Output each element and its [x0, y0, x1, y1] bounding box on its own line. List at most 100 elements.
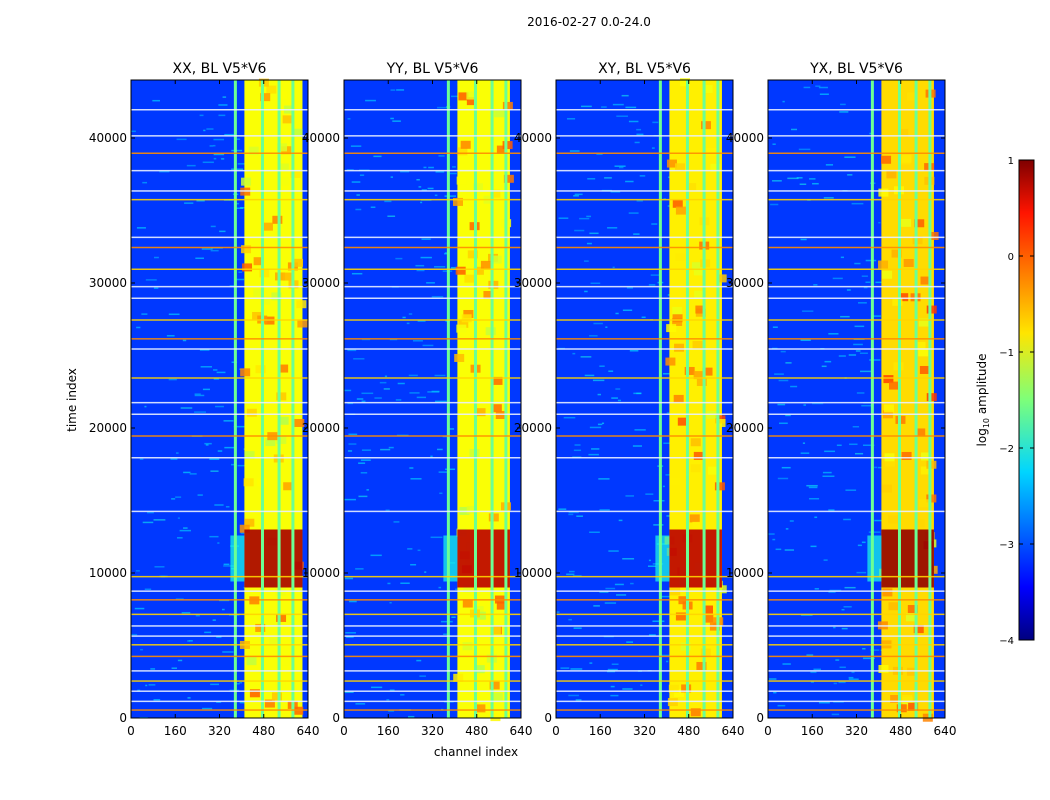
heatmap-blotch [278, 416, 289, 425]
x-tick-label: 320 [421, 724, 444, 738]
heatmap-time-stripe [556, 401, 733, 404]
heatmap-time-stripe [131, 635, 308, 637]
heatmap-time-stripe [556, 348, 733, 350]
heatmap-speckle [592, 379, 605, 382]
heatmap-blotch [666, 324, 677, 333]
heatmap-blotch [455, 266, 466, 275]
heatmap-speckle [360, 472, 368, 474]
heatmap-speckle [131, 633, 138, 636]
heatmap-blotch [473, 183, 484, 192]
heatmap-blotch [692, 521, 703, 530]
heatmap-time-stripe [131, 268, 308, 270]
heatmap-speckle [573, 627, 582, 629]
heatmap-speckle [666, 660, 669, 663]
heatmap-speckle [361, 449, 371, 451]
heatmap-speckle [591, 448, 600, 450]
heatmap-speckle [628, 212, 639, 214]
heatmap-blotch [260, 296, 271, 305]
heatmap-blotch [886, 170, 897, 179]
heatmap-speckle [397, 382, 405, 385]
heatmap-time-stripe [131, 190, 308, 192]
heatmap-speckle [222, 608, 225, 611]
heatmap-speckle [234, 138, 241, 140]
colorbar-tick-label: −2 [999, 444, 1014, 455]
x-tick-label: 480 [252, 724, 275, 738]
heatmap-speckle [596, 153, 603, 156]
heatmap-speckle [197, 494, 203, 496]
heatmap-speckle [784, 549, 795, 551]
heatmap-speckle [824, 360, 832, 363]
heatmap-time-stripe [556, 297, 733, 299]
heatmap-speckle [383, 388, 390, 390]
heatmap-panel: XY, BL V5*V6 0 160 320 480 640 0 10000 20000 3000… [514, 61, 745, 738]
heatmap-speckle [858, 302, 867, 304]
heatmap-blotch [702, 605, 713, 614]
heatmap-speckle [152, 99, 160, 102]
heatmap-blotch [457, 147, 468, 156]
heatmap-blotch [248, 146, 259, 155]
heatmap-speckle [812, 402, 824, 405]
heatmap-blotch [674, 688, 685, 697]
heatmap-speckle [806, 654, 814, 656]
heatmap-speckle [422, 344, 434, 347]
heatmap-rfi-band [457, 80, 510, 718]
y-tick-label: 30000 [514, 276, 552, 290]
heatmap-speckle [569, 150, 580, 152]
heatmap-blotch [453, 197, 464, 206]
heatmap-blotch [882, 588, 893, 597]
heatmap-time-stripe [768, 338, 945, 340]
heatmap-time-stripe [344, 457, 521, 459]
heatmap-speckle [420, 256, 432, 259]
heatmap-speckle [616, 594, 627, 596]
heatmap-speckle [187, 640, 190, 642]
heatmap-blotch [244, 451, 255, 460]
heatmap-speckle [387, 215, 396, 217]
heatmap-speckle [579, 217, 590, 220]
heatmap-speckle [814, 516, 818, 519]
x-tick-label: 160 [589, 724, 612, 738]
heatmap-speckle [773, 691, 777, 694]
heatmap-time-stripe [556, 435, 733, 437]
heatmap-speckle [838, 681, 846, 684]
heatmap-halo [443, 535, 458, 582]
heatmap-speckle [612, 103, 624, 106]
heatmap-speckle [153, 519, 166, 521]
heatmap-speckle [573, 195, 579, 197]
heatmap-time-stripe [768, 635, 945, 637]
heatmap-speckle [431, 295, 444, 298]
heatmap-channel-stripe [928, 80, 932, 718]
heatmap-time-stripe [768, 510, 945, 513]
heatmap-speckle [648, 634, 656, 636]
heatmap-speckle [134, 607, 145, 610]
heatmap-time-stripe [344, 700, 521, 703]
heatmap-speckle [183, 471, 191, 474]
heatmap-speckle [361, 400, 366, 403]
heatmap-blotch [920, 452, 931, 461]
heatmap-speckle [171, 667, 177, 669]
heatmap-blotch [246, 408, 257, 417]
heatmap-speckle [626, 641, 634, 643]
heatmap-speckle [574, 229, 585, 232]
heatmap-blotch [255, 365, 266, 374]
heatmap-speckle [222, 96, 227, 98]
heatmap-time-stripe [344, 613, 521, 616]
heatmap-blotch [702, 85, 713, 94]
heatmap-blotch [878, 188, 889, 197]
heatmap-blotch [468, 411, 479, 420]
heatmap-time-stripe [131, 625, 308, 627]
heatmap-time-stripe [556, 690, 733, 692]
heatmap-blotch [905, 613, 916, 622]
heatmap-speckle [444, 253, 449, 255]
heatmap-channel-stripe [504, 80, 508, 718]
heatmap-blotch [241, 177, 252, 186]
heatmap-speckle [347, 349, 357, 352]
heatmap-speckle [601, 106, 607, 108]
heatmap-time-stripe [768, 236, 945, 239]
heatmap-speckle [560, 667, 570, 669]
heatmap-time-stripe [131, 644, 308, 646]
heatmap-blotch [491, 404, 502, 413]
heatmap-time-stripe [344, 190, 521, 192]
heatmap-speckle [798, 148, 811, 151]
heatmap-speckle [856, 392, 865, 394]
